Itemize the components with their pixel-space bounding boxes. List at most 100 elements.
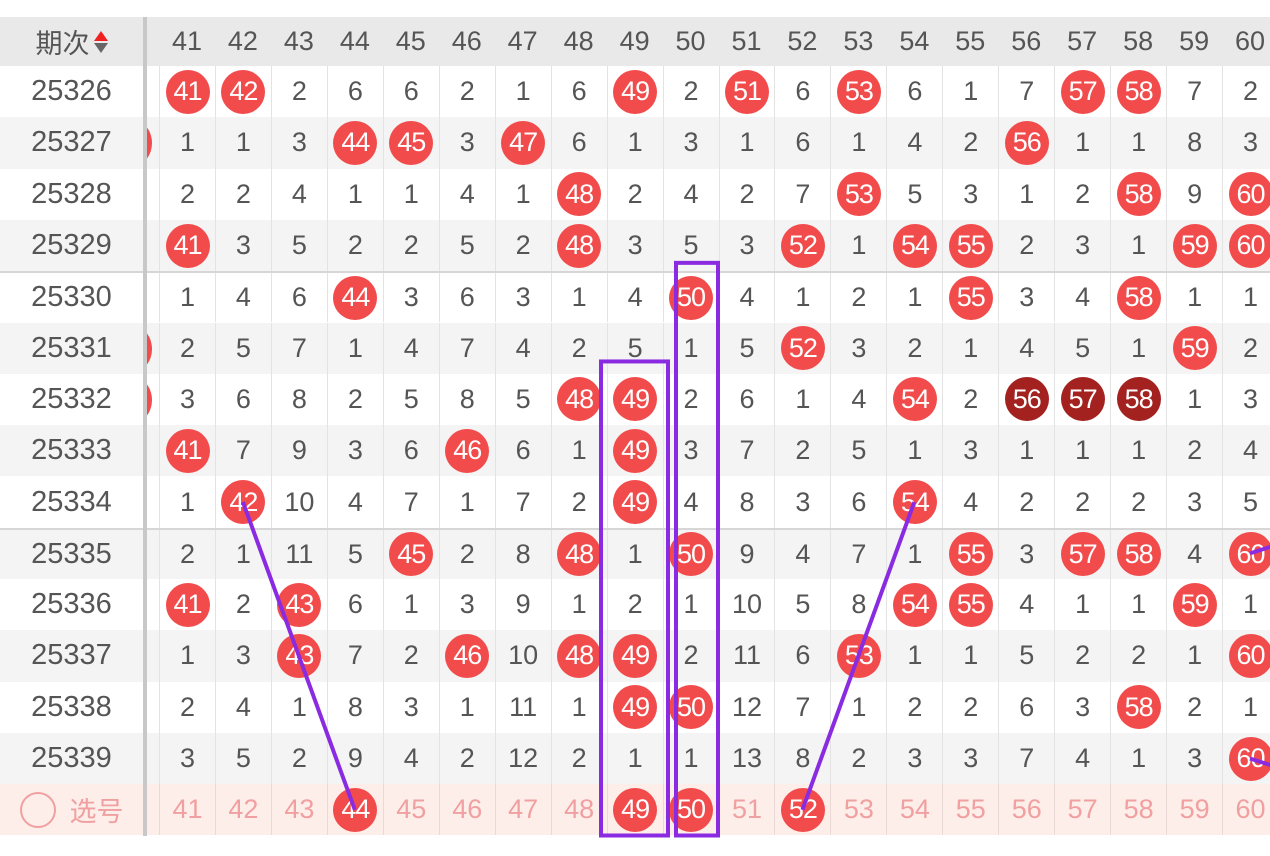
select-number-label: 53 (843, 794, 874, 825)
cell-43: 11 (270, 529, 327, 579)
miss-count: 1 (571, 282, 587, 313)
miss-count: 1 (571, 691, 587, 722)
select-number-43[interactable]: 43 (270, 784, 327, 836)
issue-number: 25338 (0, 681, 143, 733)
miss-count: 1 (571, 435, 587, 466)
miss-count: 1 (627, 743, 643, 774)
cell-48: 6 (550, 117, 607, 169)
cell-46: 1 (438, 681, 495, 733)
cell-59: 59 (1166, 579, 1222, 631)
cell-54: 54 (886, 219, 942, 272)
select-number-52[interactable]: 52 (774, 784, 830, 836)
select-number-56[interactable]: 56 (998, 784, 1054, 836)
cell-56: 3 (998, 273, 1054, 323)
cell-46: 46 (438, 425, 495, 477)
miss-count: 1 (179, 486, 196, 517)
hit-ball: 54 (892, 480, 937, 525)
sort-up-down-icon[interactable] (93, 30, 108, 54)
cell-54: 4 (886, 117, 942, 169)
select-number-48[interactable]: 48 (550, 784, 607, 836)
hit-ball: 48 (557, 172, 602, 217)
cell-55: 55 (942, 219, 998, 272)
miss-count: 2 (235, 178, 251, 209)
cell-52: 6 (774, 630, 830, 682)
cell-46: 4 (438, 168, 495, 220)
miss-count: 3 (1019, 538, 1035, 569)
cell-57: 5 (1054, 322, 1110, 374)
select-number-47[interactable]: 47 (494, 784, 551, 836)
cell-46: 2 (438, 529, 495, 579)
miss-count: 8 (851, 589, 867, 620)
column-header-53: 53 (843, 26, 874, 56)
cell-43: 2 (270, 732, 327, 785)
select-number-59[interactable]: 59 (1166, 784, 1222, 836)
cell-54: 3 (886, 732, 942, 785)
select-circle-icon[interactable] (19, 791, 56, 828)
miss-count: 2 (459, 538, 475, 569)
hit-ball: 55 (948, 223, 993, 268)
hit-ball: 60 (1228, 172, 1270, 217)
select-number-55[interactable]: 55 (942, 784, 998, 836)
selected-ball: 50 (669, 787, 714, 832)
cell-46: 3 (438, 579, 495, 631)
miss-count: 1 (1243, 691, 1259, 722)
select-number-51[interactable]: 51 (718, 784, 775, 836)
cell-56: 1 (998, 425, 1054, 477)
hit-ball: 48 (557, 377, 602, 422)
miss-count: 6 (1019, 691, 1035, 722)
cell-55: 55 (942, 579, 998, 631)
select-number-60[interactable]: 60 (1222, 784, 1270, 836)
cell-49: 1 (606, 732, 663, 785)
cell-52: 52 (774, 219, 830, 272)
cell-52: 8 (774, 732, 830, 785)
cell-60: 4 (1222, 425, 1270, 477)
miss-count: 1 (571, 589, 587, 620)
cell-49: 1 (606, 529, 663, 579)
cell-54: 54 (886, 579, 942, 631)
select-number-label: 59 (1179, 794, 1210, 825)
cell-56: 4 (998, 579, 1054, 631)
miss-count: 2 (683, 383, 699, 414)
cell-42: 42 (214, 66, 271, 118)
select-number-45[interactable]: 45 (382, 784, 439, 836)
miss-count: 7 (1187, 76, 1203, 107)
cell-60: 60 (1222, 732, 1270, 785)
cell-56: 56 (998, 373, 1054, 426)
select-number-44[interactable]: 44 (326, 784, 383, 836)
miss-count: 3 (1187, 486, 1203, 517)
select-number-50[interactable]: 50 (662, 784, 719, 836)
hit-ball: 49 (613, 633, 658, 678)
miss-count: 6 (907, 76, 923, 107)
select-number-53[interactable]: 53 (830, 784, 886, 836)
hit-ball: 48 (557, 223, 602, 268)
cell-55: 3 (942, 168, 998, 220)
cell-41: 3 (159, 732, 215, 785)
issue-number: 25336 (0, 579, 143, 631)
hit-ball: 45 (389, 532, 434, 577)
miss-count: 3 (1243, 127, 1259, 158)
miss-count: 7 (739, 435, 755, 466)
miss-count: 5 (795, 589, 811, 620)
hit-ball: 49 (613, 428, 658, 473)
cell-41: 3 (159, 373, 215, 426)
cell-52: 1 (774, 373, 830, 426)
select-number-49[interactable]: 49 (606, 784, 663, 836)
miss-count: 7 (459, 332, 475, 363)
cell-50: 1 (662, 579, 719, 631)
cell-49: 49 (606, 66, 663, 118)
select-number-57[interactable]: 57 (1054, 784, 1110, 836)
select-number-58[interactable]: 58 (1110, 784, 1166, 836)
hit-ball: 43 (277, 633, 322, 678)
select-number-46[interactable]: 46 (438, 784, 495, 836)
cell-53: 4 (830, 373, 886, 426)
select-number-54[interactable]: 54 (886, 784, 942, 836)
issue-header[interactable]: 期次 (0, 17, 143, 66)
select-number-42[interactable]: 42 (214, 784, 271, 836)
cell-45: 45 (382, 117, 439, 169)
cell-41: 1 (159, 630, 215, 682)
miss-count: 1 (1075, 435, 1091, 466)
select-label[interactable]: 选号 (0, 784, 143, 835)
select-number-41[interactable]: 41 (159, 784, 215, 836)
cell-51: 9 (718, 529, 775, 579)
cell-45: 2 (382, 219, 439, 272)
